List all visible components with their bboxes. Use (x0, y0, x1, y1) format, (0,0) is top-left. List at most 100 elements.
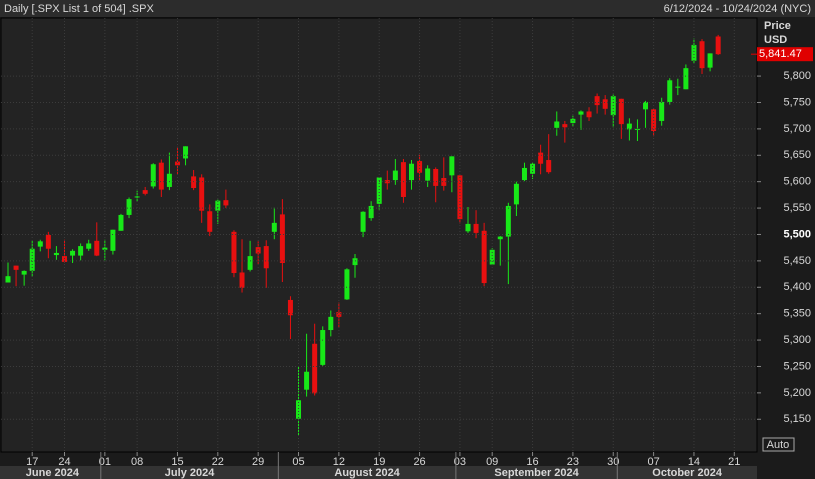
month-label: October 2024 (652, 467, 723, 479)
x-tick-label: 24 (58, 456, 70, 468)
candle-body (263, 246, 269, 269)
month-label: June 2024 (26, 467, 80, 479)
x-tick-label: 23 (567, 456, 579, 468)
y-tick-label: 5,800 (783, 70, 811, 82)
candle-body (336, 312, 342, 317)
candle-body (279, 214, 285, 263)
y-tick-label: 5,400 (783, 281, 811, 293)
candle-body (118, 214, 124, 231)
x-tick-label: 16 (526, 456, 538, 468)
candle-body (578, 111, 584, 115)
candle-body (158, 162, 164, 190)
candle-body (296, 400, 302, 419)
header-bar (0, 0, 815, 17)
candle-body (634, 128, 640, 130)
candle-body (150, 164, 156, 187)
x-tick-label: 01 (99, 456, 111, 468)
candle-body (352, 258, 358, 266)
candle-body (497, 236, 503, 240)
candle-body (594, 96, 600, 106)
candle-body (513, 183, 519, 205)
x-tick-label: 08 (131, 456, 143, 468)
y-tick-label: 5,200 (783, 387, 811, 399)
y-tick-label: 5,350 (783, 308, 811, 320)
candle-body (376, 177, 382, 204)
x-tick-label: 17 (26, 456, 38, 468)
currency-label: USD (764, 34, 787, 46)
candle-body (191, 176, 197, 189)
candle-body (368, 205, 374, 219)
candle-body (271, 222, 277, 232)
candle-body (707, 53, 713, 68)
candle-body (29, 248, 35, 271)
y-tick-label: 5,150 (783, 413, 811, 425)
candle-body (21, 270, 27, 275)
candle-body (126, 199, 132, 215)
x-tick-label: 19 (373, 456, 385, 468)
candle-body (344, 269, 350, 300)
candle-body (328, 316, 334, 331)
x-tick-label: 14 (688, 456, 700, 468)
last-price-label: 5,841.47 (759, 48, 802, 60)
candle-body (715, 36, 721, 55)
candle-body (602, 99, 608, 109)
x-tick-label: 30 (607, 456, 619, 468)
candle-body (255, 247, 261, 254)
candle-body (231, 231, 237, 274)
candle-body (643, 101, 649, 110)
candle-body (223, 200, 229, 206)
candle-body (53, 252, 59, 256)
candle-body (320, 330, 326, 365)
candle-body (86, 243, 92, 249)
candle-body (521, 167, 527, 181)
x-tick-label: 03 (454, 456, 466, 468)
candle-body (425, 168, 431, 181)
auto-button[interactable] (762, 437, 795, 452)
y-tick-label: 5,600 (783, 176, 811, 188)
candle-body (683, 68, 689, 90)
plot-layer (5, 34, 721, 436)
candle-body (312, 343, 318, 394)
y-tick-label: 5,450 (783, 255, 811, 267)
month-bar (0, 466, 757, 479)
auto-label[interactable]: Auto (767, 439, 790, 451)
candle-body (691, 44, 697, 61)
month-label: July 2024 (165, 467, 215, 479)
candle-body (626, 123, 632, 130)
date-range: 6/12/2024 - 10/24/2024 (NYC) (664, 3, 811, 15)
candle-body (94, 240, 100, 256)
candle-body (618, 98, 624, 125)
candle-body (409, 163, 414, 181)
candle-body (239, 272, 245, 288)
candle-body (360, 211, 366, 232)
candle-body (546, 160, 552, 173)
candle-body (675, 86, 681, 88)
x-tick-label: 29 (252, 456, 264, 468)
candle-body (699, 41, 705, 69)
chart-title: Daily [.SPX List 1 of 504] .SPX (4, 3, 154, 15)
candle-body (667, 80, 673, 102)
candle-body (37, 241, 43, 247)
y-tick-label: 5,550 (783, 202, 811, 214)
x-tick-label: 07 (647, 456, 659, 468)
candle-body (457, 175, 463, 220)
candle-body (174, 161, 180, 166)
x-tick-label: 26 (413, 456, 425, 468)
candle-body (449, 156, 455, 176)
candle-body (215, 200, 221, 211)
month-label: August 2024 (334, 467, 400, 479)
candle-body (505, 205, 511, 237)
candle-body (102, 247, 108, 250)
y-tick-label: 5,300 (783, 334, 811, 346)
candle-body (392, 170, 398, 181)
x-tick-label: 22 (212, 456, 224, 468)
candle-body (538, 152, 544, 164)
candle-body (554, 121, 560, 128)
x-tick-label: 12 (333, 456, 345, 468)
candle-body (481, 230, 487, 284)
y-tick-label: 5,500 (783, 228, 811, 240)
candle-body (433, 169, 439, 186)
candle-body (489, 249, 495, 265)
candle-body (70, 250, 76, 256)
